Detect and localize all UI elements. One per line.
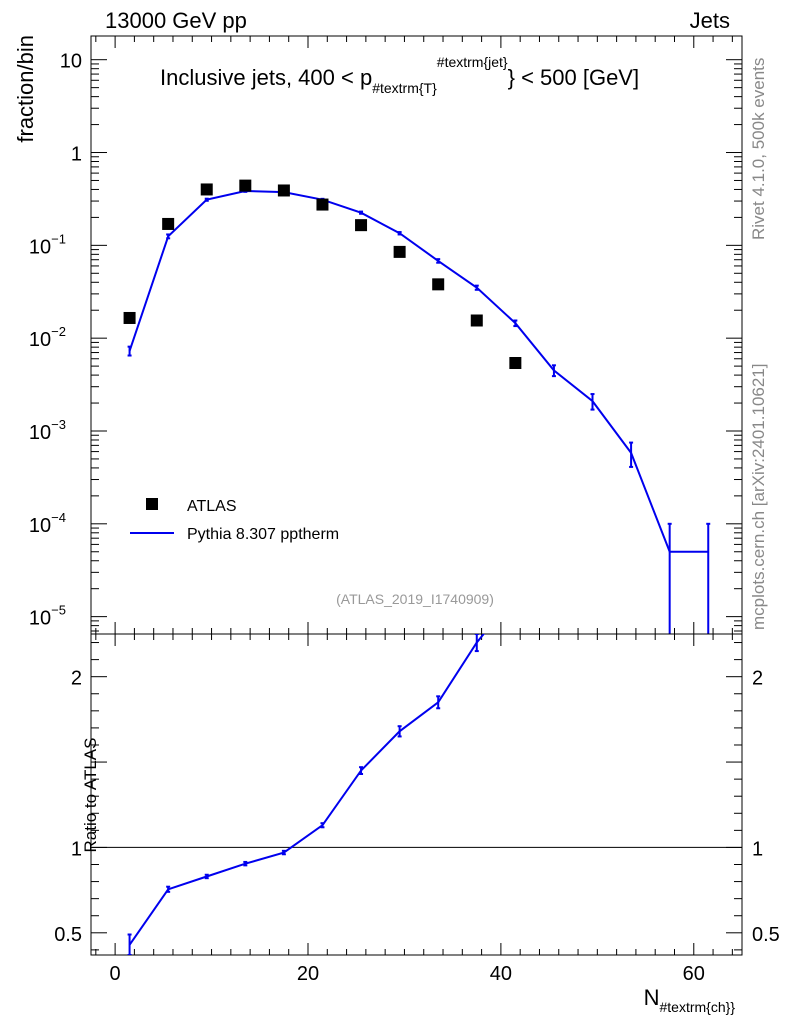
main-plot-area — [90, 35, 743, 635]
atlas-data-point — [162, 217, 175, 230]
x-tick-label: 0 — [110, 963, 121, 985]
ratio-tick-label-left: 1 — [71, 838, 82, 860]
rivet-version-label: Rivet 4.1.0, 500k events — [749, 58, 768, 240]
y-tick-exponent: −1 — [51, 231, 66, 246]
y-tick-exponent: −4 — [51, 510, 66, 525]
atlas-data-point — [239, 179, 252, 192]
y-tick-label: 10−2 — [29, 324, 66, 351]
atlas-data-point — [200, 183, 213, 196]
x-tick-label: 60 — [683, 963, 705, 985]
atlas-data-point — [123, 311, 136, 324]
y-tick-mantissa: 10 — [29, 236, 51, 258]
plot-title-sup: #textrm{jet} — [437, 54, 508, 70]
y-tick-label: 10 — [60, 51, 82, 73]
x-axis-label: N#textrm{ch}} — [644, 985, 736, 1015]
atlas-data-point — [470, 314, 483, 327]
y-tick-mantissa: 10 — [29, 422, 51, 444]
ratio-tick-label-right: 0.5 — [752, 924, 780, 946]
ratio-tick-label-left: 0.5 — [54, 924, 82, 946]
ratio-tick-label-left: 2 — [71, 668, 82, 690]
x-tick-label: 40 — [490, 963, 512, 985]
plot-title: Inclusive jets, 400 < p#textrm{T}#textrm… — [160, 54, 639, 96]
analysis-id-label: (ATLAS_2019_I1740909) — [336, 591, 494, 607]
y-tick-mantissa: 10 — [60, 51, 82, 73]
pythia-line — [128, 189, 709, 553]
ratio-series — [127, 634, 485, 955]
ratio-tick-label-right: 2 — [752, 668, 763, 690]
plot-title-main: Inclusive jets, 400 < p — [160, 65, 372, 90]
y-tick-label: 10−4 — [29, 510, 66, 537]
y-tick-mantissa: 10 — [29, 329, 51, 351]
ratio-plot-area — [90, 633, 743, 956]
x-axis-label-main: N — [644, 985, 660, 1010]
legend-atlas-label: ATLAS — [187, 498, 237, 515]
legend-atlas-marker — [146, 498, 158, 510]
atlas-data-point — [316, 198, 329, 211]
header-right-label: Jets — [690, 8, 730, 33]
ratio-plot-frame — [90, 633, 743, 956]
y-tick-label: 10−5 — [29, 603, 66, 630]
atlas-data-point — [355, 219, 368, 232]
x-tick-label: 20 — [297, 963, 319, 985]
y-tick-mantissa: 10 — [29, 515, 51, 537]
atlas-data-point — [432, 278, 445, 291]
x-axis-label-sub: #textrm{ch}} — [660, 999, 736, 1015]
atlas-series — [123, 179, 522, 370]
y-axis-label: fraction/bin — [13, 35, 38, 143]
ratio-tick-label-right: 1 — [752, 838, 763, 860]
plot-title-tail: } < 500 [GeV] — [508, 65, 639, 90]
y-tick-label: 10−3 — [29, 417, 66, 444]
plot-title-sub: #textrm{T} — [372, 80, 437, 96]
y-tick-exponent: −5 — [51, 603, 66, 618]
y-tick-label: 1 — [71, 144, 82, 166]
legend-pythia-label: Pythia 8.307 pptherm — [187, 526, 339, 543]
y-tick-mantissa: 10 — [29, 608, 51, 630]
atlas-data-point — [509, 357, 522, 370]
y-tick-exponent: −3 — [51, 417, 66, 432]
header-left-label: 13000 GeV pp — [105, 8, 247, 33]
source-label: mcplots.cern.ch [arXiv:2401.10621] — [749, 364, 768, 630]
atlas-data-point — [277, 184, 290, 197]
atlas-data-point — [393, 245, 406, 258]
y-tick-mantissa: 1 — [71, 144, 82, 166]
y-tick-exponent: −2 — [51, 324, 66, 339]
y-tick-label: 10−1 — [29, 231, 66, 258]
